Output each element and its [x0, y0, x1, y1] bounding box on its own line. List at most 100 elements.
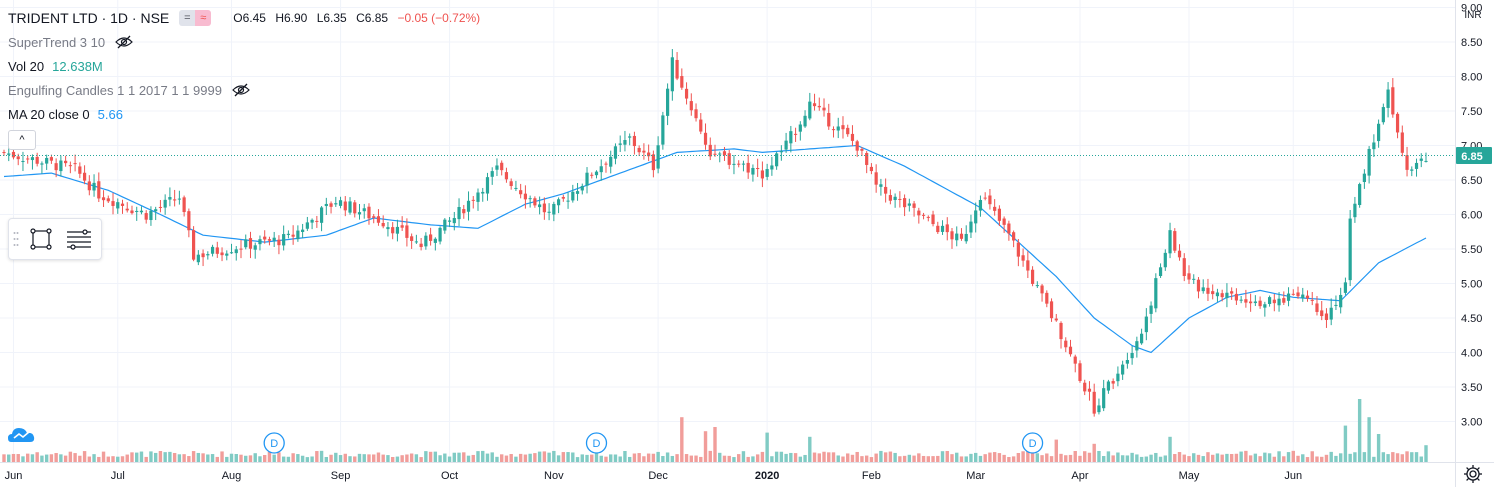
candle	[97, 172, 101, 203]
symbol-title[interactable]: TRIDENT LTD · 1D · NSE	[8, 10, 170, 26]
candle-body	[642, 150, 646, 153]
chart-type-cloud-icon[interactable]	[6, 424, 38, 446]
candle	[410, 233, 414, 249]
volume-bar	[485, 453, 490, 462]
candle	[912, 200, 916, 217]
candle-body	[628, 136, 632, 138]
toggle-a[interactable]: =	[179, 10, 196, 26]
candle-body	[1339, 294, 1343, 308]
candle-body	[988, 195, 992, 205]
lines-tool-icon[interactable]	[59, 221, 99, 257]
volume-bar	[575, 457, 580, 462]
indicator-volume[interactable]: Vol 20 12.638M	[8, 54, 486, 78]
candle	[253, 242, 257, 259]
candle	[694, 103, 698, 122]
rectangle-tool-icon[interactable]	[23, 221, 59, 257]
candle	[1130, 345, 1134, 365]
candle	[248, 231, 253, 259]
candle	[82, 165, 87, 185]
collapse-legend-button[interactable]: ^	[8, 130, 36, 150]
volume-bar	[168, 451, 172, 462]
candle-body	[481, 191, 485, 194]
price-tick-label: 7.50	[1461, 106, 1482, 118]
candle	[1234, 288, 1238, 305]
volume-bar	[703, 431, 708, 462]
volume-bar	[921, 455, 926, 462]
volume-bar	[324, 456, 329, 462]
volume-bar	[613, 454, 618, 462]
volume-bar	[808, 436, 812, 462]
volume-bar	[329, 454, 333, 462]
candle-body	[139, 210, 144, 213]
dividend-marker[interactable]: D	[263, 432, 285, 454]
volume-bar	[504, 455, 509, 462]
volume-bar	[746, 456, 750, 462]
candle-body	[438, 227, 442, 242]
candle	[997, 205, 1001, 226]
volume-bar	[400, 455, 404, 462]
time-axis-label: Jun	[5, 470, 23, 482]
candle-body	[1291, 293, 1295, 295]
indicator-supertrend[interactable]: SuperTrend 3 10	[8, 30, 486, 54]
candle	[950, 228, 954, 249]
indicator-ma[interactable]: MA 20 close 0 5.66	[8, 102, 486, 126]
candle	[1381, 103, 1385, 125]
indicator-engulfing[interactable]: Engulfing Candles 1 1 2017 1 1 9999	[8, 78, 486, 102]
gear-icon[interactable]	[1462, 463, 1484, 485]
candle	[722, 146, 727, 161]
candle-body	[282, 234, 286, 246]
candle	[21, 151, 25, 172]
candle	[1272, 293, 1276, 312]
volume-bar	[215, 456, 219, 462]
candle	[376, 209, 381, 226]
volume-bar	[120, 456, 125, 462]
candle	[192, 226, 196, 262]
volume-bar	[552, 450, 556, 462]
symbol-toggle[interactable]: = ≈	[179, 10, 212, 26]
volume-bar	[974, 452, 978, 462]
volume-bar	[765, 432, 769, 462]
volume-bar	[1362, 452, 1367, 462]
candle	[92, 174, 96, 197]
dividend-marker[interactable]: D	[585, 432, 608, 454]
candle	[1087, 381, 1092, 401]
candle-body	[1234, 293, 1238, 301]
candle	[40, 161, 44, 174]
candle-body	[556, 199, 561, 206]
candle-body	[1045, 292, 1049, 304]
candle-body	[1391, 87, 1395, 115]
candle	[1158, 263, 1163, 278]
candle	[552, 201, 556, 222]
eye-crossed-icon[interactable]	[232, 83, 250, 97]
volume-bar	[158, 451, 163, 462]
candle	[282, 225, 286, 251]
volume-bar	[741, 451, 746, 462]
candle	[54, 158, 58, 178]
drag-handle-icon[interactable]	[9, 219, 23, 259]
eye-crossed-icon[interactable]	[115, 35, 133, 49]
candle-body	[1130, 352, 1134, 359]
candle-body	[490, 171, 494, 177]
candle-body	[917, 210, 921, 216]
volume-bar	[1192, 453, 1196, 462]
candle	[301, 223, 305, 239]
candle	[187, 208, 191, 238]
dividend-marker[interactable]: D	[1021, 432, 1044, 454]
candle-body	[253, 245, 257, 250]
volume-bar	[827, 452, 831, 462]
candle-body	[689, 101, 693, 111]
candle	[1140, 328, 1144, 345]
candle-body	[82, 172, 87, 181]
volume-bar	[1007, 456, 1011, 462]
volume-bar	[305, 457, 310, 462]
toggle-b[interactable]: ≈	[195, 10, 212, 26]
candle	[263, 230, 267, 244]
candle-body	[391, 227, 395, 234]
candle	[1196, 277, 1201, 299]
candle	[1400, 125, 1404, 157]
candle-body	[860, 148, 864, 151]
candle-body	[296, 230, 300, 240]
candle	[509, 178, 513, 190]
volume-bar	[362, 454, 366, 462]
